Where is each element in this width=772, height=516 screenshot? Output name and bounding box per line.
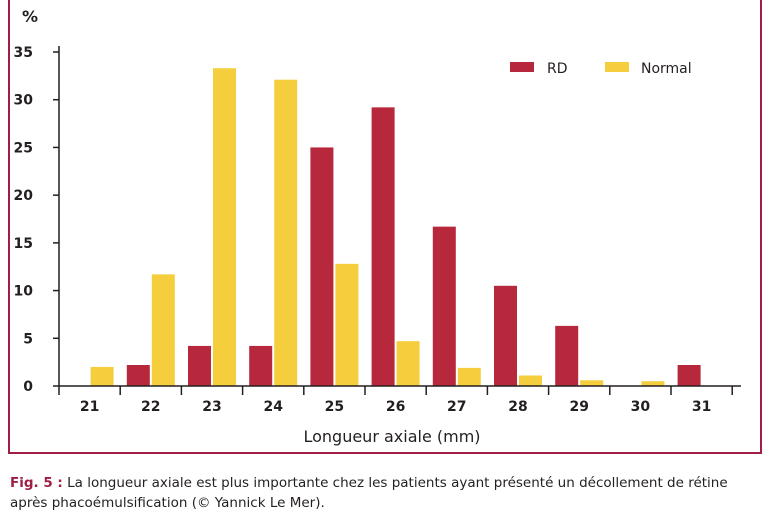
bar-normal-21 — [90, 366, 114, 386]
bar-rd-24 — [249, 345, 273, 386]
bar-rd-25 — [310, 147, 334, 386]
x-tick-label: 30 — [631, 399, 651, 415]
y-tick-label: 35 — [14, 45, 33, 61]
bar-normal-24 — [274, 79, 298, 386]
y-tick-label: 15 — [14, 236, 33, 252]
y-tick-label: 10 — [14, 284, 34, 300]
x-tick-label: 28 — [508, 399, 527, 415]
y-tick-label: 25 — [14, 140, 33, 156]
y-tick-label: 30 — [14, 93, 34, 109]
y-tick-label: 0 — [23, 379, 33, 395]
bar-rd-26 — [371, 107, 395, 386]
y-tick-label: 20 — [14, 188, 34, 204]
y-tick-label: 5 — [23, 331, 33, 347]
bar-normal-22 — [151, 274, 175, 386]
bar-rd-27 — [432, 226, 456, 386]
bar-normal-27 — [457, 367, 481, 386]
x-tick-label: 26 — [386, 399, 405, 415]
figure-frame — [8, 0, 762, 454]
x-tick-label: 25 — [325, 399, 344, 415]
bar-normal-23 — [213, 68, 236, 387]
legend-label-rd: RD — [547, 61, 568, 77]
caption-text: La longueur axiale est plus importante c… — [10, 475, 728, 511]
x-axis-title: Longueur axiale (mm) — [303, 427, 480, 446]
bar-normal-30 — [641, 381, 665, 386]
bar-normal-25 — [335, 263, 359, 386]
bar-normal-29 — [580, 380, 604, 386]
x-tick-label: 29 — [569, 399, 588, 415]
legend-label-normal: Normal — [641, 61, 692, 77]
bar-rd-29 — [555, 325, 579, 386]
x-tick-label: 27 — [447, 399, 466, 415]
x-tick-label: 21 — [80, 399, 99, 415]
bar-rd-31 — [677, 365, 701, 386]
caption-label: Fig. 5 : — [10, 475, 63, 491]
legend: RD Normal — [510, 61, 692, 77]
y-axis-label: % — [22, 7, 38, 26]
legend-swatch-normal — [605, 62, 629, 72]
bar-normal-26 — [396, 341, 420, 386]
x-tick-label: 23 — [202, 399, 221, 415]
bar-normal-28 — [519, 375, 542, 386]
bar-rd-28 — [494, 285, 517, 386]
bar-rd-22 — [126, 365, 150, 386]
figure-caption: Fig. 5 : La longueur axiale est plus imp… — [10, 473, 760, 513]
bar-rd-23 — [188, 345, 211, 386]
x-tick-label: 31 — [692, 399, 711, 415]
x-tick-label: 22 — [141, 399, 160, 415]
legend-swatch-rd — [510, 62, 534, 72]
x-tick-label: 24 — [263, 399, 283, 415]
